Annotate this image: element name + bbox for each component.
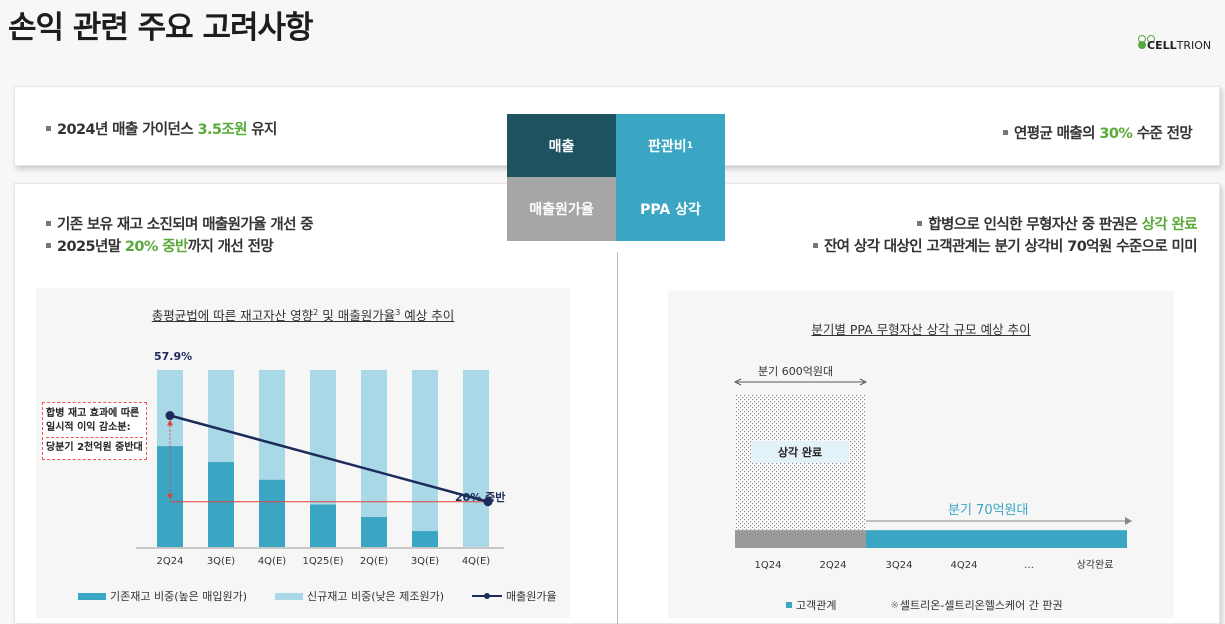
x-tick-label: 2Q24 [157, 556, 184, 567]
bracket-arrow-left [733, 378, 742, 386]
cogs-ratio-point [483, 497, 493, 507]
legend-new-inventory: 신규재고 비중(낮은 제조원가) [275, 588, 444, 604]
inventory-chart: 2Q24 3Q(E) 4Q(E) 1Q25(E) 2Q(E) 3Q(E) 4Q(E) [136, 370, 504, 567]
x-tick-label: 1Q25(E) [302, 556, 343, 567]
x-tick-label: 3Q24 [886, 560, 913, 571]
bracket-label: 분기 600억원대 [758, 365, 834, 378]
gap-arrow-head-up [167, 419, 173, 426]
x-tick-label: 3Q(E) [411, 556, 439, 567]
x-tick-label: 4Q(E) [258, 556, 286, 567]
topic-matrix: 매출 판관비 1 매출원가율 PPA 상각 [507, 114, 725, 241]
bar-new-inventory [259, 370, 285, 480]
matrix-ppa: PPA 상각 [616, 177, 725, 241]
bar-customer-relations-early [735, 530, 866, 548]
legend-cogs-ratio: 매출원가율 [472, 588, 557, 604]
legend-customer-relations: 고객관계 [786, 597, 836, 613]
x-tick-label: 2Q24 [820, 560, 847, 571]
hatch-icon: ※ [890, 599, 899, 611]
right-bullet-1: 합병으로 인식한 무형자산 중 판권은 상각 완료 [917, 213, 1198, 234]
cogs-end-label: 20% 중반 [455, 491, 506, 504]
trend-arrow-head [1125, 517, 1132, 525]
matrix-sga: 판관비 1 [616, 114, 725, 177]
legend-existing-inventory: 기존재고 비중(높은 매입원가) [78, 588, 247, 604]
bar-existing-inventory [412, 531, 438, 547]
top-right-bullet: 연평균 매출의 30% 수준 전망 [1003, 122, 1193, 143]
legend-sales-rights: ※ 셀트리온-셀트리온헬스케어 간 판권 [890, 599, 1063, 612]
quarterly-70-label: 분기 70억원대 [948, 503, 1029, 518]
bar-new-inventory [157, 370, 183, 447]
x-tick-label: 4Q(E) [462, 556, 490, 567]
bar-existing-inventory [361, 516, 387, 547]
bar-new-inventory [208, 370, 234, 463]
top-left-bullet: 2024년 매출 가이던스 3.5조원 유지 [46, 118, 277, 139]
inventory-legend: 기존재고 비중(높은 매입원가) 신규재고 비중(낮은 제조원가) 매출원가율 [78, 588, 557, 604]
bracket-arrow-right [859, 378, 868, 386]
inventory-chart-title: 총평균법에 따른 재고자산 영향2 및 매출원가율3 예상 추이 [151, 307, 455, 323]
matrix-cogs: 매출원가율 [507, 177, 616, 241]
matrix-sales: 매출 [507, 114, 616, 177]
bar-existing-inventory [310, 504, 336, 547]
cogs-ratio-point [165, 411, 175, 421]
amortized-box-label: 상각 완료 [751, 441, 849, 463]
left-bullet-2: 2025년말 20% 중반까지 개선 전망 [46, 235, 274, 256]
bar-existing-inventory [208, 462, 234, 547]
bar-customer-relations [866, 530, 1127, 548]
cogs-ratio-line [169, 414, 489, 503]
left-bullet-1: 기존 보유 재고 소진되며 매출원가율 개선 중 [46, 213, 314, 234]
x-tick-label: 2Q(E) [360, 556, 388, 567]
bar-new-inventory [310, 370, 336, 505]
ppa-legend: 고객관계 ※ 셀트리온-셀트리온헬스케어 간 판권 [786, 597, 1063, 613]
x-tick-label: 상각완료 [1077, 559, 1114, 571]
cogs-start-label: 57.9% [154, 350, 193, 363]
merger-effect-annotation: 합병 재고 효과에 따른 일시적 이익 감소분: 당분기 2천억원 중반대 [42, 402, 147, 460]
page-title: 손익 관련 주요 고려사항 [8, 10, 314, 46]
bar-new-inventory [463, 370, 489, 547]
x-tick-label: 4Q24 [951, 560, 978, 571]
logo-circle-icon [1147, 35, 1155, 43]
ppa-chart: 1Q24 2Q24 3Q24 4Q24 … 상각완료 [733, 378, 1132, 571]
gap-arrow-head-down [167, 493, 173, 500]
bar-new-inventory [361, 370, 387, 517]
celltrion-logo: CELLTRION [1138, 28, 1218, 52]
right-bullet-2: 잔여 상각 대상인 고객관계는 분기 상각비 70억원 수준으로 미미 [812, 235, 1198, 256]
bar-existing-inventory [259, 479, 285, 547]
x-tick-label: … [1024, 560, 1034, 571]
column-divider [617, 252, 618, 624]
ppa-chart-title: 분기별 PPA 무형자산 상각 규모 예상 추이 [811, 322, 1031, 337]
x-tick-label: 3Q(E) [207, 556, 235, 567]
bar-new-inventory [412, 370, 438, 532]
x-tick-label: 1Q24 [755, 560, 782, 571]
